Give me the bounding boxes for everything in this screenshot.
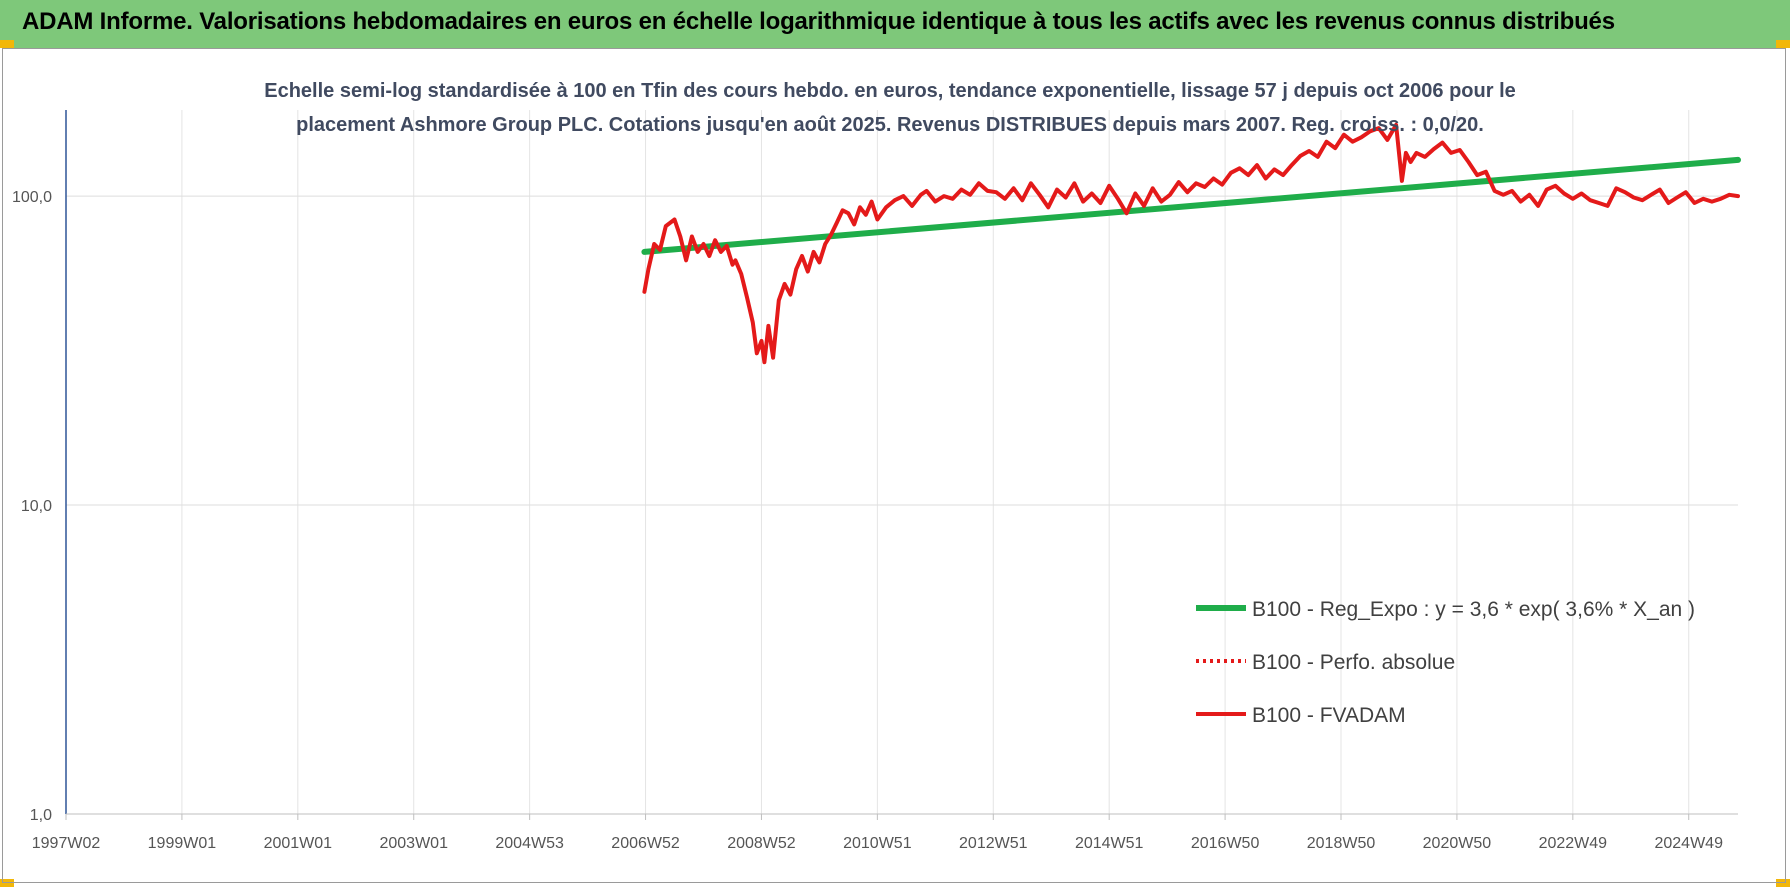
x-tick-label: 1997W02: [32, 835, 101, 852]
x-tick-label: 2008W52: [727, 835, 796, 852]
legend-item-fvadam: B100 - FVADAM: [1196, 704, 1406, 727]
legend-label: B100 - Reg_Expo : y = 3,6 * exp( 3,6% * …: [1252, 598, 1695, 621]
title-banner: ADAM Informe. Valorisations hebdomadaire…: [0, 0, 1790, 48]
legend-label: B100 - FVADAM: [1252, 704, 1406, 727]
chart-title: Echelle semi-log standardisée à 100 en T…: [220, 74, 1560, 142]
y-tick-label: 10,0: [21, 498, 52, 515]
x-tick-label: 2012W51: [959, 835, 1028, 852]
x-tick-label: 2020W50: [1423, 835, 1492, 852]
corner-marker-bottom-right: [1776, 879, 1790, 887]
x-tick-label: 2010W51: [843, 835, 912, 852]
legend-item-perfo-absolue: B100 - Perfo. absolue: [1196, 651, 1455, 674]
chart-title-line-2: placement Ashmore Group PLC. Cotations j…: [296, 114, 1484, 136]
corner-marker-top-left: [0, 40, 14, 48]
series-line-reg-expo: [641, 156, 1741, 255]
x-tick-label: 2022W49: [1539, 835, 1608, 852]
x-tick-label: 2024W49: [1654, 835, 1723, 852]
x-tick-label: 2016W50: [1191, 835, 1260, 852]
legend-label: B100 - Perfo. absolue: [1252, 651, 1455, 674]
x-tick-label: 2018W50: [1307, 835, 1376, 852]
series-line-fvadam: [642, 122, 1740, 365]
x-tick-label: 2014W51: [1075, 835, 1144, 852]
y-tick-label: 1,0: [30, 807, 52, 824]
y-tick-label: 100,0: [12, 189, 52, 206]
chart-title-line-1: Echelle semi-log standardisée à 100 en T…: [264, 80, 1516, 102]
x-tick-label: 2006W52: [611, 835, 680, 852]
chart-frame: [2, 48, 1786, 883]
x-tick-label: 1999W01: [148, 835, 217, 852]
corner-marker-top-right: [1776, 40, 1790, 48]
corner-marker-bottom-left: [0, 879, 14, 887]
x-tick-label: 2004W53: [495, 835, 564, 852]
x-tick-label: 2001W01: [264, 835, 333, 852]
x-tick-label: 2003W01: [379, 835, 448, 852]
banner-title: ADAM Informe. Valorisations hebdomadaire…: [22, 8, 1615, 35]
legend-item-reg-expo: B100 - Reg_Expo : y = 3,6 * exp( 3,6% * …: [1196, 598, 1695, 621]
